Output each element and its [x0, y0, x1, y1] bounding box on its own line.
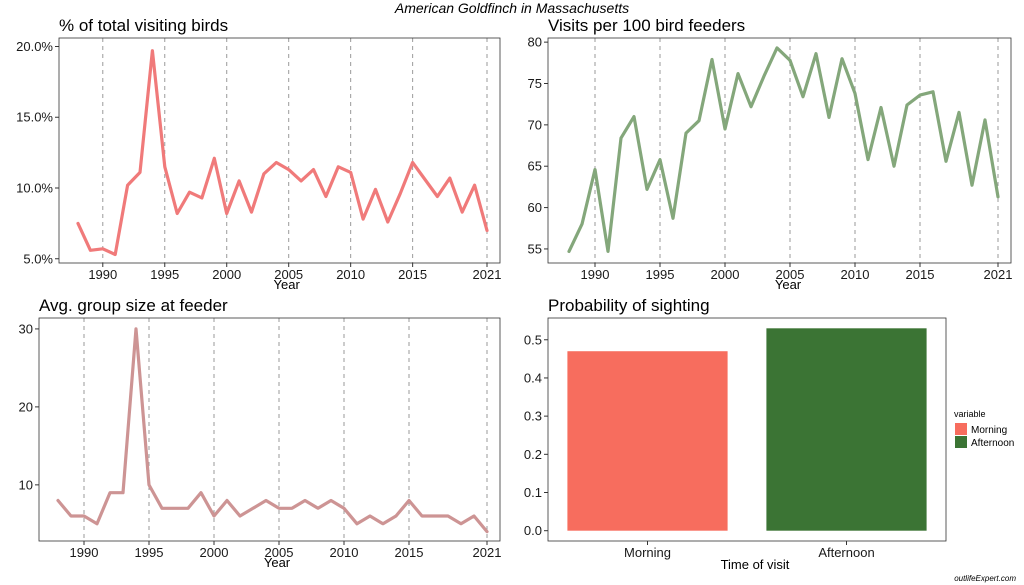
- plot-frame: [58, 37, 501, 264]
- panel-probability-sighting: Probability of sighting Morning Afternoon 0…: [524, 296, 1014, 572]
- legend-title: variable: [954, 409, 986, 419]
- y-tick-label: 55: [528, 241, 542, 256]
- x-tick-label: 2010: [841, 267, 870, 282]
- y-tick-label: 75: [528, 76, 542, 91]
- y-tick-label: 30: [19, 321, 33, 336]
- figure-title: American Goldfinch in Massachusetts: [394, 0, 629, 16]
- y-tick-label: 20: [19, 399, 33, 414]
- x-tick-label: 2005: [274, 267, 303, 282]
- x-tick-label: Morning: [624, 545, 671, 560]
- x-tick-label: 2000: [200, 545, 229, 560]
- y-tick-label: 60: [528, 200, 542, 215]
- y-tick-label: 0.0: [524, 523, 542, 538]
- y-tick-label: 15.0%: [16, 110, 53, 125]
- y-tick-label: 0.1: [524, 485, 542, 500]
- panel-title: Visits per 100 bird feeders: [548, 16, 745, 35]
- panel-group-size: Avg. group size at feeder 1990 1995 2000 200…: [19, 296, 502, 570]
- series-line: [76, 49, 489, 257]
- panel-title: Probability of sighting: [548, 296, 710, 315]
- x-tick-label: 2021: [473, 545, 502, 560]
- y-tick-label: 65: [528, 159, 542, 174]
- x-tick-label: 2015: [398, 267, 427, 282]
- y-tick-label: 0.4: [524, 370, 542, 385]
- x-tick-label: 2015: [906, 267, 935, 282]
- series-line: [567, 46, 1000, 253]
- x-tick-label: 2015: [395, 545, 424, 560]
- y-tick-label: 70: [528, 117, 542, 132]
- x-tick-label: 2005: [265, 545, 294, 560]
- x-axis-label: Year: [274, 277, 301, 292]
- x-tick-label: 1990: [88, 267, 117, 282]
- bar: [567, 351, 728, 531]
- x-tick-label: 1990: [581, 267, 610, 282]
- panel-title: % of total visiting birds: [59, 16, 228, 35]
- panel-percent-visiting: % of total visiting birds 1990 1995 2000 200…: [16, 16, 501, 292]
- x-tick-label: 1995: [150, 267, 179, 282]
- y-tick-label: 20.0%: [16, 39, 53, 54]
- plot-frame: [547, 317, 947, 542]
- x-tick-label: 1995: [646, 267, 675, 282]
- legend-label: Afternoon: [971, 438, 1014, 449]
- y-tick-label: 5.0%: [23, 251, 53, 266]
- y-tick-label: 80: [528, 35, 542, 50]
- plot-frame: [38, 317, 501, 542]
- x-tick-label: 1990: [70, 545, 99, 560]
- x-axis-label: Year: [264, 555, 291, 570]
- x-tick-label: 2000: [711, 267, 740, 282]
- bar: [766, 328, 927, 531]
- x-axis-label: Year: [775, 277, 802, 292]
- x-tick-label: 2005: [776, 267, 805, 282]
- panel-title: Avg. group size at feeder: [39, 296, 228, 315]
- legend-swatch: [955, 423, 967, 435]
- x-tick-label: Afternoon: [818, 545, 874, 560]
- x-tick-label: 2021: [984, 267, 1013, 282]
- x-axis-label: Time of visit: [721, 557, 790, 572]
- legend: variable Morning Afternoon: [954, 409, 1014, 449]
- panel-visits-per-feeders: Visits per 100 bird feeders 1990 1995 2000 2…: [528, 16, 1013, 292]
- legend-swatch: [955, 436, 967, 448]
- legend-label: Morning: [971, 425, 1007, 436]
- y-tick-label: 10: [19, 477, 33, 492]
- x-tick-label: 2021: [473, 267, 502, 282]
- x-tick-label: 2010: [336, 267, 365, 282]
- credit-text: outlifeExpert.com: [954, 574, 1016, 583]
- x-tick-label: 2010: [330, 545, 359, 560]
- series-line: [56, 327, 489, 534]
- y-tick-label: 0.2: [524, 447, 542, 462]
- y-tick-label: 0.5: [524, 332, 542, 347]
- y-tick-label: 0.3: [524, 409, 542, 424]
- x-tick-label: 1995: [135, 545, 164, 560]
- y-tick-label: 10.0%: [16, 181, 53, 196]
- plot-frame: [547, 37, 1012, 264]
- x-tick-label: 2000: [212, 267, 241, 282]
